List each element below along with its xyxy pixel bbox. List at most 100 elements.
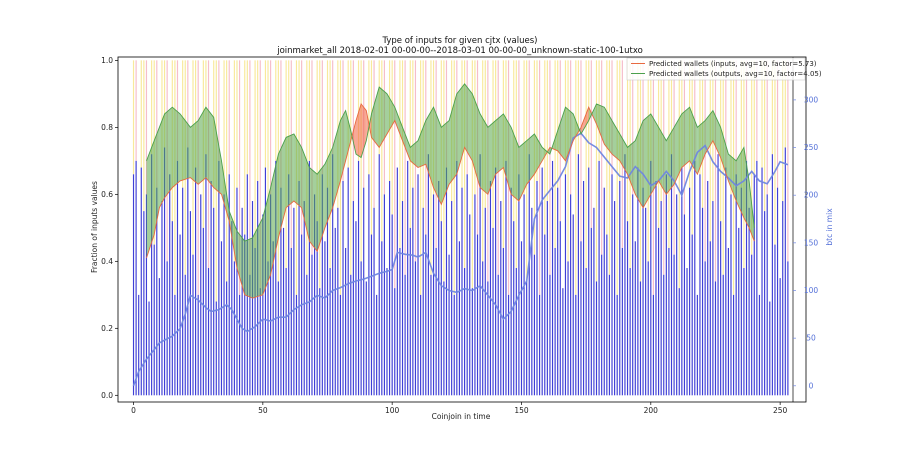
bar-segment-upper xyxy=(577,60,579,155)
bar-segment-upper xyxy=(316,60,318,222)
y-tick-label: 0.2 xyxy=(101,324,113,333)
bar-segment-blue xyxy=(166,261,168,396)
bar-segment-upper xyxy=(412,60,414,188)
bar-segment-blue xyxy=(388,180,391,396)
bar-segment-blue xyxy=(153,244,155,396)
fill-between-segment xyxy=(480,113,488,195)
bar-segment-blue xyxy=(339,294,342,396)
fill-between-segment xyxy=(236,231,245,295)
x-tick-label: 200 xyxy=(644,406,659,415)
bar-segment-blue xyxy=(329,268,331,396)
bar-segment-blue xyxy=(505,160,507,396)
bar-segment-blue xyxy=(163,147,166,396)
bar-segment-upper xyxy=(784,60,786,148)
fill-between-segment xyxy=(205,107,214,188)
bar-segment-blue xyxy=(430,274,432,396)
bar-segment-blue xyxy=(179,234,181,396)
bar-segment-blue xyxy=(324,241,326,396)
bar-segment-blue xyxy=(280,187,282,396)
bar-segment-blue xyxy=(197,294,199,396)
fill-between-segment xyxy=(511,127,519,202)
bar-segment-blue xyxy=(445,167,448,396)
bar-segment-upper xyxy=(756,60,758,161)
bar-segment-blue xyxy=(215,301,217,396)
bar-segment-upper xyxy=(288,60,290,175)
chart-title: Type of inputs for given cjtx (values) xyxy=(382,36,538,46)
bar-segment-blue xyxy=(482,261,484,396)
bar-segment-blue xyxy=(782,201,784,396)
fill-between-segment xyxy=(146,140,155,258)
bar-segment-blue xyxy=(761,167,763,396)
series-lines xyxy=(132,83,789,387)
bar-segment-blue xyxy=(132,174,135,396)
bar-segment-blue xyxy=(316,221,318,396)
bar-segment-blue xyxy=(184,274,186,396)
bar-segment-upper xyxy=(386,60,388,269)
bar-segment-upper xyxy=(220,60,223,242)
bar-segment-upper xyxy=(267,60,269,262)
bar-segment-blue xyxy=(192,254,194,396)
fill-between-segment xyxy=(340,110,346,181)
bar-segment-blue xyxy=(766,194,768,396)
fill-between-segment xyxy=(345,110,351,161)
bar-segment-blue xyxy=(689,187,691,396)
bar-segment-blue xyxy=(401,201,404,396)
bar-segment-blue xyxy=(678,288,680,396)
bar-segment-blue xyxy=(774,244,776,396)
bar-segment-upper xyxy=(637,60,639,168)
bar-segment-upper xyxy=(766,60,768,195)
bar-segment-blue xyxy=(432,194,435,396)
y-tick-label: 0.0 xyxy=(101,391,113,400)
bar-segment-upper xyxy=(510,60,512,188)
bar-segment-upper xyxy=(541,60,543,168)
bar-segment-upper xyxy=(619,60,621,181)
bar-segment-blue xyxy=(707,180,709,396)
y2-tick-label: 300 xyxy=(804,95,819,104)
bar-segment-upper xyxy=(251,60,254,202)
y-tick-label: 0.6 xyxy=(101,190,113,199)
bar-segment-blue xyxy=(464,268,466,396)
bar-segment-blue xyxy=(469,214,471,396)
bar-segment-upper xyxy=(787,60,789,262)
bar-segment-upper xyxy=(575,60,577,295)
fill-between-segment xyxy=(198,107,206,185)
fill-between-segment xyxy=(154,127,160,235)
bar-segment-blue xyxy=(727,247,729,396)
bar-segment-upper xyxy=(311,60,313,255)
fill-between-segment xyxy=(293,134,302,208)
bar-segment-blue xyxy=(288,174,290,396)
bar-segment-blue xyxy=(187,147,189,396)
bar-segment-blue xyxy=(518,174,520,396)
bar-segment-blue xyxy=(365,281,367,396)
bar-segment-blue xyxy=(156,187,158,396)
fill-between-segment xyxy=(697,120,706,175)
bar-segment-blue xyxy=(712,201,714,396)
bar-segment-blue xyxy=(676,194,678,396)
fill-between-segment xyxy=(244,237,253,299)
bar-segment-upper xyxy=(665,60,667,175)
fill-between-segment xyxy=(604,107,613,155)
fill-between-segment xyxy=(487,120,496,195)
bar-segment-upper xyxy=(531,60,533,208)
bar-segment-blue xyxy=(497,274,499,396)
fill-between-segment xyxy=(213,117,222,195)
fill-between-segment xyxy=(743,147,750,228)
bar-segment-blue xyxy=(189,211,192,396)
bar-segment-blue xyxy=(764,211,766,396)
bar-segment-blue xyxy=(231,221,233,396)
bar-segment-upper xyxy=(370,60,373,235)
bar-segment-blue xyxy=(427,154,429,396)
fill-between-segment xyxy=(418,120,426,168)
fill-between-segment xyxy=(433,107,442,205)
bar-segment-blue xyxy=(425,234,427,396)
bar-segment-upper xyxy=(420,60,422,295)
bar-segment-upper xyxy=(650,60,652,161)
bar-segment-blue xyxy=(526,281,528,396)
bar-segment-blue xyxy=(554,247,556,396)
bar-segment-blue xyxy=(748,207,750,396)
bar-segment-blue xyxy=(140,167,142,396)
bar-segment-blue xyxy=(471,288,473,396)
bar-segment-upper xyxy=(585,60,587,269)
bar-segment-upper xyxy=(595,60,598,282)
bar-segment-upper xyxy=(554,60,556,248)
